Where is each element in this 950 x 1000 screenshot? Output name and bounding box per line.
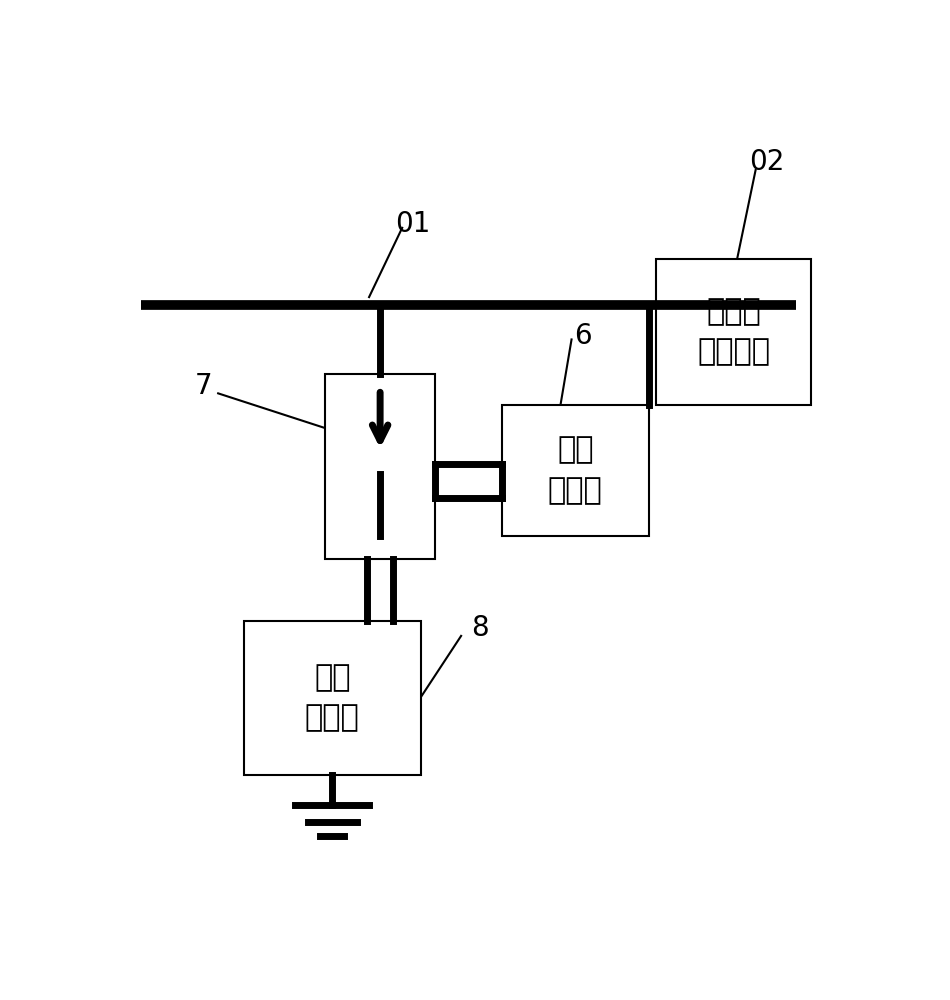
Text: 电压
互感器: 电压 互感器: [548, 436, 602, 505]
Bar: [325, 374, 435, 559]
Text: 8: 8: [470, 614, 488, 642]
Text: 02: 02: [749, 148, 785, 176]
Text: 放电
计数器: 放电 计数器: [305, 663, 360, 732]
Text: 7: 7: [195, 372, 212, 400]
Bar: [502, 405, 649, 536]
Bar: [656, 259, 810, 405]
Text: 01: 01: [395, 210, 431, 238]
Text: 电器设
备、机器: 电器设 备、机器: [697, 297, 770, 366]
Bar: [244, 620, 421, 774]
Text: 6: 6: [574, 322, 592, 350]
